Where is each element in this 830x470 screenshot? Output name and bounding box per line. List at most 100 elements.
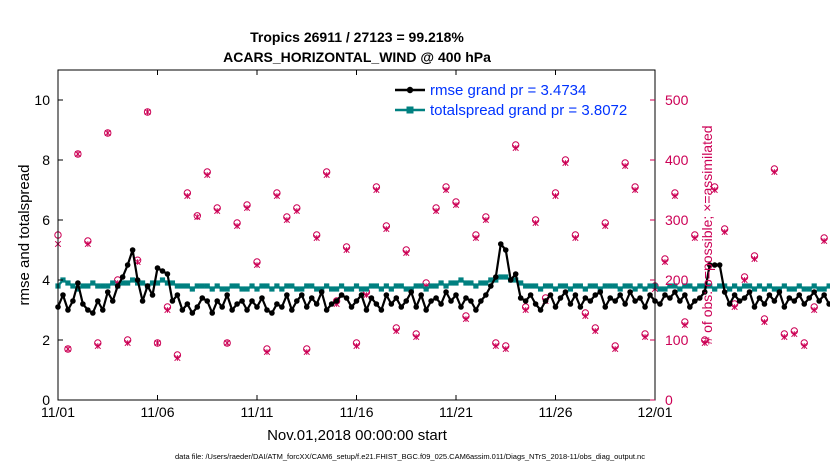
y-right-tick-label: 500 (665, 92, 689, 108)
obs-assimilated-point (194, 213, 201, 221)
totalspread-point (821, 286, 827, 292)
totalspread-point (284, 283, 290, 289)
totalspread-point (717, 283, 723, 289)
rmse-point (527, 292, 534, 298)
rmse-point (612, 298, 618, 304)
rmse-point (368, 295, 375, 301)
rmse-point (766, 292, 773, 298)
obs-possible-point (74, 150, 82, 158)
rmse-point (264, 307, 270, 313)
obs-assimilated-point (631, 186, 639, 194)
data-file-footer: data file: /Users/raeder/DAI/ATM_forcXX/… (175, 452, 645, 461)
chart-title-line1: Tropics 26911 / 27123 = 99.218% (250, 29, 464, 45)
rmse-point (458, 304, 464, 310)
rmse-point (607, 295, 614, 301)
totalspread-point (154, 280, 161, 286)
obs-assimilated-point (204, 171, 211, 179)
obs-assimilated-point (353, 342, 360, 350)
rmse-point (284, 292, 290, 298)
obs-assimilated-point (472, 234, 480, 242)
rmse-point (711, 262, 718, 268)
legend-spread-label: totalspread grand pr = 3.8072 (430, 102, 627, 119)
obs-assimilated-point (452, 201, 460, 209)
rmse-point (303, 304, 310, 310)
x-tick-label: 12/01 (637, 404, 672, 420)
rmse-point (577, 304, 584, 310)
rmse-point (179, 307, 186, 313)
obs-assimilated-point (482, 216, 490, 224)
totalspread-point (463, 280, 469, 286)
totalspread-point (448, 280, 454, 286)
rmse-point (323, 307, 330, 313)
rmse-point (85, 307, 91, 313)
rmse-point (318, 289, 325, 295)
rmse-point (164, 271, 171, 277)
rmse-point (716, 262, 723, 268)
rmse-point (308, 295, 315, 301)
rmse-point (741, 295, 748, 301)
y-right-tick-label: 200 (665, 272, 689, 288)
obs-assimilated-point (174, 354, 181, 362)
obs-assimilated-point (233, 222, 241, 230)
y-tick-label: 2 (42, 332, 50, 348)
obs-assimilated-point (403, 249, 410, 257)
y-axis-label: rmse and totalspread (16, 165, 33, 306)
totalspread-point (562, 283, 569, 289)
y-right-tick-label: 300 (665, 212, 689, 228)
totalspread-point (209, 286, 215, 292)
rmse-point (433, 295, 439, 301)
rmse-point (502, 247, 509, 253)
rmse-point (313, 301, 320, 307)
rmse-point (662, 292, 668, 298)
rmse-point (80, 301, 86, 307)
obs-assimilated-point (592, 327, 599, 335)
rmse-point (423, 307, 429, 313)
totalspread-point (423, 286, 429, 292)
totalspread-point (667, 283, 673, 289)
rmse-point (811, 289, 817, 295)
rmse-point (244, 307, 250, 313)
rmse-point (567, 301, 574, 307)
rmse-point (821, 292, 827, 298)
totalspread-point (627, 283, 633, 289)
totalspread-point (169, 280, 176, 286)
totalspread-point (259, 283, 265, 289)
obs-assimilated-point (413, 333, 420, 341)
y-axis-left: 0 2 4 6 8 10 (34, 92, 63, 408)
totalspread-point (274, 283, 280, 289)
totalspread-point (612, 283, 618, 289)
x-tick-label: 11/11 (241, 404, 274, 420)
totalspread-point (503, 274, 509, 280)
totalspread-point (70, 283, 76, 289)
y-right-tick-label: 0 (665, 392, 673, 408)
totalspread-point (324, 283, 330, 289)
rmse-point (114, 283, 121, 289)
obs-assimilated-point (184, 192, 191, 200)
rmse-point (294, 298, 300, 304)
totalspread-point (239, 286, 245, 292)
obs-assimilated-point (343, 246, 350, 254)
totalspread-point (75, 286, 81, 292)
obs-assimilated-point (562, 159, 569, 167)
rmse-point (149, 292, 156, 298)
totalspread-point (801, 286, 807, 292)
rmse-point (408, 289, 415, 295)
rmse-point (70, 298, 76, 304)
rmse-point (816, 298, 822, 304)
series-lines (55, 241, 830, 316)
totalspread-point (329, 286, 335, 292)
obs-assimilated-point (791, 330, 798, 338)
totalspread-point (816, 286, 822, 292)
obs-possible-point (104, 129, 112, 137)
totalspread-point (130, 277, 136, 283)
rmse-point (219, 304, 225, 310)
rmse-point (199, 295, 206, 301)
rmse-point (169, 298, 176, 304)
rmse-point (90, 310, 96, 316)
rmse-point (418, 292, 424, 298)
obs-assimilated-point (512, 144, 519, 152)
obs-assimilated-point (701, 339, 708, 347)
rmse-point (119, 274, 126, 280)
totalspread-point (811, 283, 817, 289)
